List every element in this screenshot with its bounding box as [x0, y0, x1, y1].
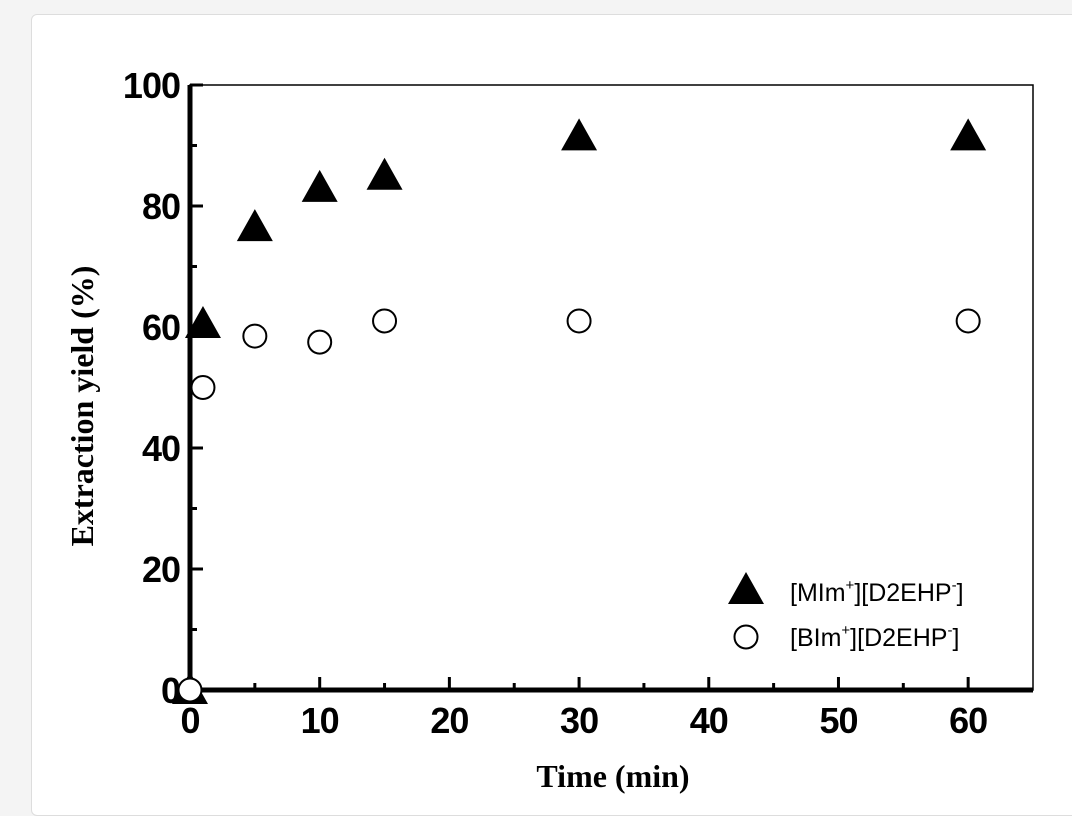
data-point-circle: [190, 375, 216, 400]
data-point-circle: [242, 323, 268, 349]
legend-label: [MIm+][D2EHP-]: [790, 577, 964, 607]
series-2: [177, 308, 981, 703]
y-tick-label: 20: [142, 549, 180, 590]
x-tick-label: 50: [819, 700, 857, 741]
x-tick-label: 10: [301, 700, 339, 741]
data-point-triangle: [236, 209, 273, 242]
x-tick-label: 40: [690, 700, 728, 741]
x-axis-title: Time (min): [536, 758, 689, 794]
data-point-circle: [372, 308, 398, 334]
data-point-triangle: [561, 118, 598, 151]
y-tick-label: 40: [142, 428, 180, 469]
figure-card: [31, 14, 1072, 816]
y-tick-label: 0: [161, 670, 180, 711]
tick-labels: 0 10 20 30 40 50 60 0 20 40 60 80 100: [123, 65, 988, 741]
legend-item: [MIm+][D2EHP-]: [728, 572, 964, 607]
data-point-triangle: [950, 118, 987, 151]
legend-marker-triangle: [728, 572, 764, 604]
ticks: [188, 83, 970, 692]
data-point-circle: [177, 677, 203, 703]
x-tick-label: 0: [180, 700, 199, 741]
legend-item: [BIm+][D2EHP-]: [733, 622, 959, 652]
y-tick-label: 100: [123, 65, 180, 106]
legend-marker-circle: [733, 624, 759, 650]
data-point-triangle: [184, 305, 221, 338]
x-tick-label: 30: [560, 700, 598, 741]
x-tick-label: 20: [430, 700, 468, 741]
data-point-triangle: [301, 169, 338, 202]
data-marks: [172, 118, 987, 704]
legend-label: [BIm+][D2EHP-]: [790, 622, 959, 652]
y-tick-label: 60: [142, 307, 180, 348]
data-point-circle: [566, 308, 592, 334]
data-point-triangle: [366, 157, 403, 190]
y-axis-title: Extraction yield (%): [64, 266, 100, 547]
series-1: [172, 118, 987, 704]
legend: [MIm+][D2EHP-] [BIm+][D2EHP-]: [728, 572, 964, 652]
y-tick-label: 80: [142, 186, 180, 227]
x-tick-label: 60: [949, 700, 987, 741]
data-point-circle: [955, 308, 981, 334]
data-point-circle: [307, 329, 333, 355]
